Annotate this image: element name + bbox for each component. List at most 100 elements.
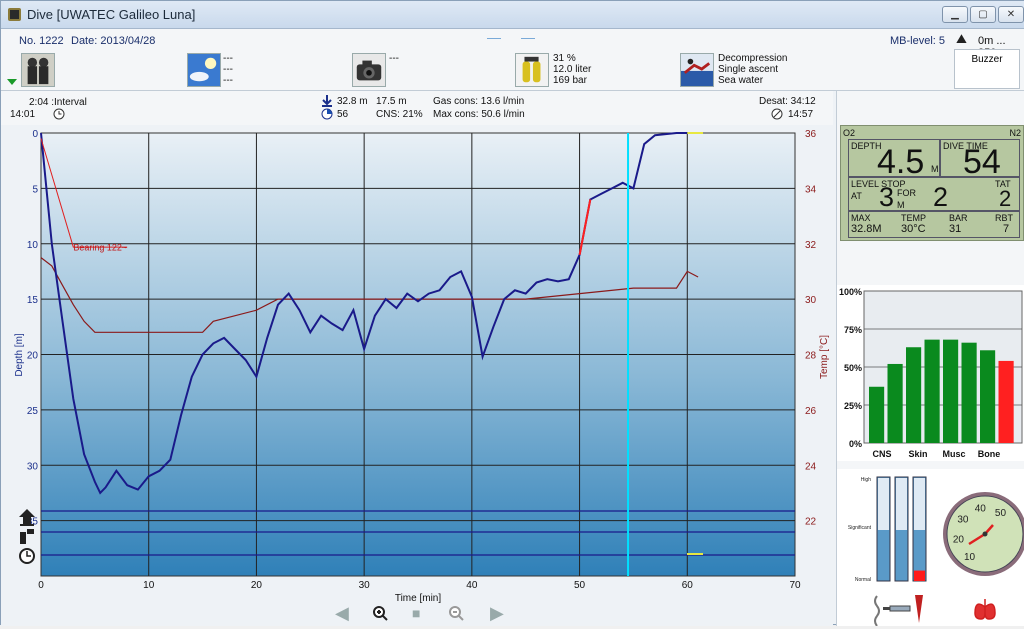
max-consumption: Max cons: 50.6 l/min: [433, 109, 525, 120]
buzzer-box[interactable]: Buzzer: [954, 49, 1020, 89]
max-depth: 32.8 m: [337, 96, 368, 107]
x-tick-label: 30: [359, 580, 371, 591]
dive-type-line: Single ascent: [718, 64, 779, 75]
tissue-y-label: 75%: [844, 325, 862, 335]
tissue-bar: [887, 363, 903, 443]
gas-consumption: Gas cons: 13.6 l/min: [433, 96, 525, 107]
y2-tick-label: 34: [805, 184, 817, 195]
y-tick-label: 30: [27, 461, 39, 472]
y2-tick-label: 26: [805, 406, 817, 417]
level-icon[interactable]: [20, 529, 34, 544]
tank-icon[interactable]: [515, 53, 549, 87]
dive-type-icon[interactable]: [680, 53, 714, 87]
camera-line: ---: [389, 53, 399, 64]
n2-label: N2: [1009, 128, 1021, 138]
bearing-line: [40, 138, 128, 248]
ascent-icon[interactable]: [19, 509, 35, 526]
dial-tick-label: 10: [964, 552, 976, 563]
tissue-x-label: Musc: [942, 449, 965, 459]
y2-axis-label: Temp [°C]: [819, 335, 830, 379]
tissue-bar: [906, 347, 922, 443]
dive-header: No. 1222 Date: 2013/04/28 MB-level: 5 ⛰ …: [1, 29, 1024, 91]
entry-time: 14:01: [10, 109, 36, 120]
y-axis-label: Depth [m]: [14, 333, 25, 377]
camera-icon[interactable]: [352, 53, 386, 87]
zoom-out-icon[interactable]: [447, 605, 465, 623]
lungs-icon: [974, 599, 996, 620]
temp-lcd: 30°C: [901, 223, 926, 235]
app-icon: [8, 8, 21, 21]
close-button[interactable]: ✕: [998, 6, 1024, 23]
tissue-y-label: 25%: [844, 401, 862, 411]
prev-button[interactable]: ◀: [335, 603, 349, 623]
y2-tick-label: 36: [805, 129, 817, 140]
max-depth-lcd: 32.8M: [851, 223, 882, 235]
dive-number: No. 1222: [19, 35, 64, 47]
tissue-bar: [961, 342, 977, 443]
stop-depth-unit: M: [897, 200, 905, 210]
tissue-bar: [924, 339, 940, 443]
zoom-in-icon[interactable]: [371, 605, 389, 623]
stop-button[interactable]: ■: [412, 605, 421, 621]
y2-tick-label: 32: [805, 240, 817, 251]
gauge-level-label: Normal: [855, 577, 871, 583]
indicator-dash: [487, 38, 501, 39]
tank-line: 31 %: [553, 53, 576, 64]
current-depth: 4.5: [877, 143, 925, 181]
expand-arrow-icon[interactable]: [7, 79, 17, 85]
temperature-series: [40, 257, 699, 333]
weather-line: ---: [223, 64, 233, 75]
weather-icon[interactable]: [187, 53, 221, 87]
stopwatch-icon[interactable]: [19, 548, 35, 564]
max-label: MAX: [851, 213, 871, 223]
clock-icon: [53, 108, 65, 120]
gauge-bar-highlight: [878, 478, 889, 530]
x-axis-ticks: 0 10 20 30 40 50 60 70: [38, 580, 801, 591]
y-tick-label: 5: [32, 184, 38, 195]
buzzer-label: Buzzer: [971, 54, 1003, 65]
y-tick-label: 0: [32, 129, 38, 140]
next-button[interactable]: ▶: [490, 603, 504, 623]
tissue-saturation-chart: 100% 75% 50% 25% 0% CNS Skin Musc Bone: [837, 285, 1024, 461]
maximize-button[interactable]: ▢: [970, 6, 996, 23]
o2-label: O2: [843, 128, 856, 138]
gauge-level-label: Significant: [848, 525, 872, 531]
tissue-y-label: 0%: [849, 439, 862, 449]
y-tick-label: 15: [27, 295, 39, 306]
dive-duration: 56: [337, 109, 349, 120]
nitrogen-icon: [874, 595, 880, 626]
y-tick-label: 10: [27, 240, 39, 251]
syringe-icon: [883, 605, 911, 612]
dive-profile-chart[interactable]: 0 10 20 30 40 50 60 70 0 5 10 15 20 25 30 35 22 24 26 28 3…: [1, 125, 833, 626]
for-label: FOR: [897, 188, 916, 198]
minimize-button[interactable]: ▁: [942, 6, 968, 23]
dive-duration-icon: [321, 108, 333, 120]
indicator-dash: [521, 38, 535, 39]
tissue-y-label: 50%: [844, 363, 862, 373]
gauge-level-label: High: [861, 477, 872, 483]
divers-photo[interactable]: [21, 53, 55, 87]
gauge-bar-fill: [914, 570, 925, 581]
dive-profile-svg[interactable]: 0 10 20 30 40 50 60 70 0 5 10 15 20 25 30 35 22 24 26 28 3…: [1, 125, 833, 626]
dive-summary-bar: 2:04 :Interval 14:01 32.8 m 17.5 m 56 CN…: [1, 91, 833, 127]
tissue-y-label: 100%: [839, 287, 862, 297]
dive-date: Date: 2013/04/28: [71, 35, 156, 47]
y-axis-ticks: 0 5 10 15 20 25 30 35: [27, 129, 39, 528]
bone-icon: [915, 595, 923, 623]
cns-value: CNS: 21%: [376, 109, 423, 120]
window-title: Dive [UWATEC Galileo Luna]: [27, 7, 196, 22]
dial-needle: [968, 532, 986, 546]
right-panel: O2 N2 DEPTH 4.5 M DIVE TIME 54 LEVEL STO…: [836, 91, 1024, 626]
gauge-bar-highlight: [896, 478, 907, 530]
y-tick-label: 35: [27, 517, 39, 528]
weather-line: ---: [223, 75, 233, 86]
mb-level: MB-level: 5: [890, 35, 946, 47]
tank-line: 169 bar: [553, 75, 587, 86]
depth-series: [40, 132, 688, 495]
dial-tick-label: 40: [975, 503, 987, 514]
bearing-annotation: Bearing 122~: [73, 242, 127, 252]
ascent-warning-segment: [578, 199, 592, 255]
avg-depth: 17.5 m: [376, 96, 407, 107]
y-tick-label: 25: [27, 406, 39, 417]
